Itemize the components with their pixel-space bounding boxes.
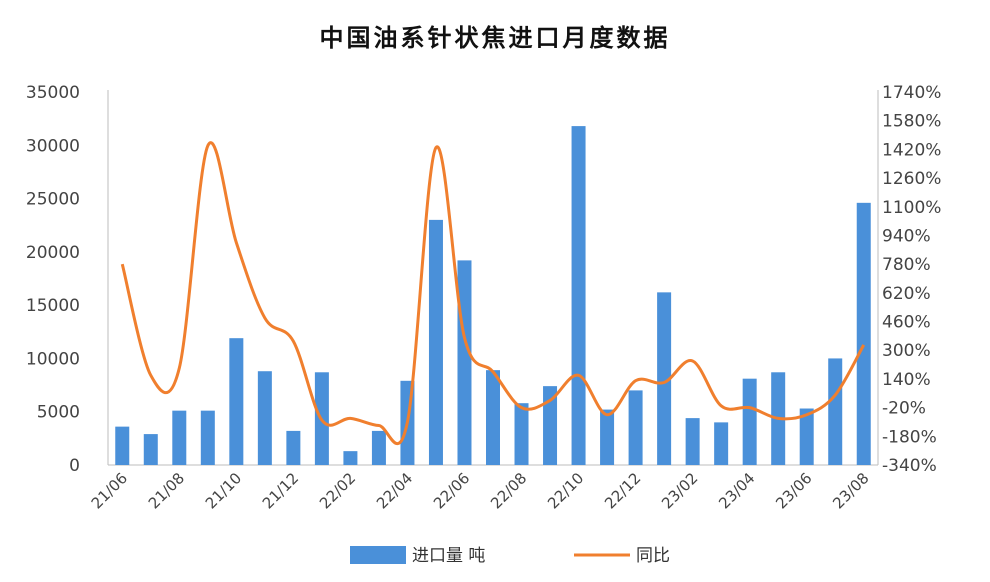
legend-bar-swatch [350,546,406,564]
bar [229,338,244,465]
y-left-tick-label: 20000 [26,243,80,263]
bar [856,202,871,465]
y-left-tick-label: 35000 [26,83,80,103]
y-right-tick-label: -20% [882,399,926,419]
y-right-tick-label: 300% [882,341,931,361]
x-tick-label: 21/10 [202,469,245,512]
bar [514,403,529,465]
x-tick-label: 21/12 [259,469,302,512]
bar [543,386,558,465]
y-right-tick-label: -180% [882,427,937,447]
y-right-tick-label: 1740% [882,83,941,103]
x-tick-label: 22/08 [487,469,530,512]
y-left-tick-label: 10000 [26,349,80,369]
x-tick-label: 22/02 [316,469,359,512]
x-tick-label: 22/06 [430,469,473,512]
x-tick-label: 22/12 [601,469,644,512]
x-tick-label: 23/02 [658,469,701,512]
y-right-tick-label: 1420% [882,140,941,160]
bar [714,422,729,465]
x-tick-label: 21/06 [88,469,131,512]
y-left-tick-label: 0 [69,456,80,476]
y-left-tick-label: 15000 [26,296,80,316]
x-tick-label: 23/04 [715,469,758,512]
bar [657,292,672,465]
y-right-tick-label: -340% [882,456,937,476]
y-right-tick-label: 140% [882,370,931,390]
x-tick-label: 23/08 [829,469,872,512]
bar [486,370,500,465]
y-right-tick-label: 780% [882,255,931,275]
x-tick-label: 23/06 [772,469,815,512]
y-right-tick-label: 460% [882,313,931,333]
bar [143,434,158,465]
bar [685,418,700,465]
bar [286,430,301,465]
y-left-tick-label: 30000 [26,136,80,156]
bar [257,371,272,465]
bar [799,408,814,465]
bar [172,410,187,465]
bar [571,126,586,466]
bar [628,390,643,465]
y-left-tick-label: 5000 [37,403,80,423]
yoy-line [120,141,866,446]
bar [343,451,358,465]
y-right-tick-label: 620% [882,284,931,304]
legend-label-imports: 进口量 吨 [412,546,485,566]
x-tick-label: 21/08 [145,469,188,512]
bar [457,260,472,465]
bar [600,409,615,465]
y-right-tick-label: 1580% [882,112,941,132]
bar [371,430,386,465]
bar [115,426,130,465]
y-right-tick-label: 1260% [882,169,941,189]
y-right-tick-label: 1100% [882,198,941,218]
x-tick-label: 22/04 [373,469,416,512]
bar [742,378,757,465]
x-tick-label: 22/10 [544,469,587,512]
legend-label-yoy: 同比 [636,546,670,566]
y-right-tick-label: 940% [882,226,931,246]
bar [428,219,443,465]
bar [828,358,843,465]
chart-title: 中国油系针状焦进口月度数据 [319,23,671,52]
y-left-tick-label: 25000 [26,190,80,210]
bar [200,410,215,465]
